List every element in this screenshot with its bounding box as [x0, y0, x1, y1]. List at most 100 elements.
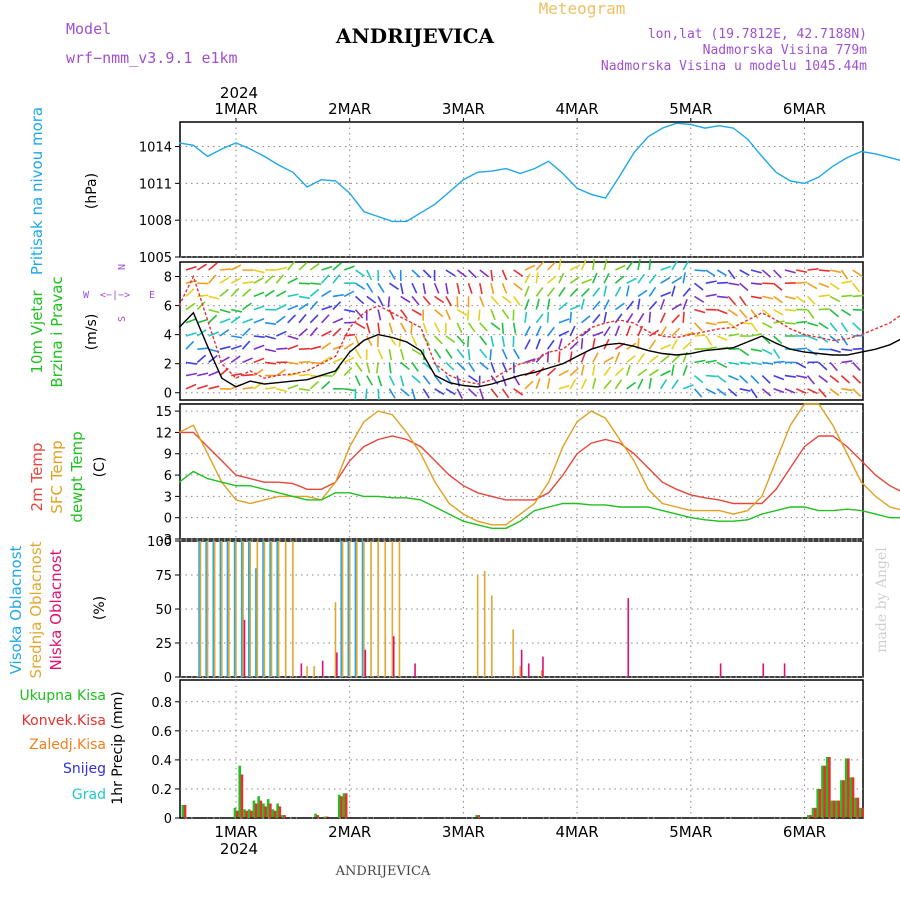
dewpt-label: dewpt Temp: [68, 431, 86, 522]
wind-arrow: [321, 380, 331, 390]
precip-total-bar: [238, 765, 242, 818]
precip-total-bar: [475, 815, 478, 818]
wind-arrow: [230, 264, 242, 271]
footer-station: ANDRIJEVICA: [335, 864, 431, 879]
wind-arrow: [377, 322, 381, 334]
wind-arrow: [547, 367, 557, 377]
wind-arrow: [287, 304, 299, 311]
wind-arrow: [197, 372, 209, 377]
wind-arrow: [580, 315, 591, 324]
y-tick-label: 75: [155, 569, 172, 584]
wind-arrow: [773, 308, 784, 316]
bottom-year-label: 2024: [220, 840, 258, 858]
precip-total-bar: [835, 800, 838, 818]
wind-arrow: [750, 388, 758, 399]
wind-arrow: [659, 326, 667, 337]
wind-arrow: [366, 375, 373, 386]
wind-arrow: [603, 356, 615, 364]
wind-arrow: [219, 288, 229, 298]
legend-ew-arrows: <−|−>: [100, 290, 130, 301]
coords-text: lon,lat (19.7812E, 42.7188N): [648, 27, 867, 42]
wind-arrow: [241, 327, 251, 337]
wind-arrow: [671, 303, 682, 311]
wind-arrow: [682, 365, 688, 376]
wind-arrow: [264, 386, 277, 390]
wind-arrow: [852, 375, 862, 384]
precip-total-bar: [262, 803, 265, 818]
precip-conv-bar: [823, 765, 826, 818]
wind-arrow: [400, 322, 407, 333]
wind-arrow: [648, 355, 659, 364]
wind-arrow: [445, 269, 456, 277]
wind-arrow: [818, 294, 830, 298]
wind-arrow: [535, 313, 544, 324]
y-tick-label: 0: [164, 387, 172, 402]
wind-arrow: [762, 295, 774, 300]
top-year-label: 2024: [220, 84, 258, 102]
wind-arrow: [852, 361, 861, 371]
wind-arrow: [558, 259, 562, 271]
bottom-day-label: 6MAR: [783, 823, 826, 841]
wind-arrow: [716, 308, 728, 315]
wind-arrow: [411, 269, 421, 279]
wind-arrow: [773, 388, 785, 394]
precip-total-bar: [271, 809, 275, 818]
wind-arrow: [479, 322, 488, 332]
wind-arrow: [806, 295, 816, 305]
wind-arrow: [241, 340, 251, 350]
wind-arrow: [264, 275, 274, 284]
wind-arrow: [682, 287, 691, 297]
wind-arrow: [739, 282, 749, 292]
wind-arrow: [501, 388, 510, 399]
wind-arrow: [399, 375, 405, 387]
wind-arrow: [298, 388, 311, 392]
wind-arrow: [660, 354, 670, 364]
wind-arrow: [705, 293, 717, 298]
pressure-label: Pritisak na nivou mora: [28, 107, 46, 275]
wind-arrow: [773, 282, 783, 291]
wind-arrow: [637, 259, 641, 271]
wind-arrow: [434, 335, 443, 345]
wind-arrow: [625, 285, 630, 297]
y-tick-label: 6: [164, 469, 172, 484]
top-day-label: 6MAR: [783, 100, 826, 118]
wind-arrow: [728, 374, 739, 381]
wind-arrow: [456, 296, 459, 308]
wind-arrow: [479, 335, 488, 346]
wind-arrow: [569, 351, 573, 363]
wind-arrow: [422, 388, 430, 399]
wind-arrow: [592, 313, 601, 324]
legend-east: E: [149, 290, 155, 301]
wind-arrow: [501, 348, 508, 360]
wind-arrow: [411, 348, 422, 356]
wind-arrow: [671, 314, 681, 324]
y-tick-label: 50: [155, 603, 172, 618]
wind-arrow: [603, 366, 612, 377]
wind-arrow: [343, 356, 355, 364]
wind-arrow: [829, 348, 841, 353]
wind-arrow: [841, 348, 853, 352]
wind-arrow: [489, 349, 492, 361]
wind-arrow: [456, 348, 465, 359]
wind-arrow: [694, 282, 704, 291]
wind-arrow: [524, 325, 531, 337]
wind-arrow: [309, 327, 318, 337]
precip-total-bar: [840, 780, 843, 818]
wind-arrow: [806, 309, 815, 319]
wind-arrow: [807, 348, 818, 356]
wind-arrow: [546, 339, 555, 350]
wind-arrow: [796, 347, 808, 350]
wind-arrow: [287, 314, 296, 324]
model-label: Model: [66, 20, 111, 38]
wind-arrow: [603, 285, 608, 297]
wind-arrow: [659, 312, 666, 324]
precip-panel: Ukupna Kisa Konvek.Kisa Zaledj.Kisa Snij…: [19, 679, 864, 827]
wind-arrow: [739, 388, 751, 392]
wind-arrow: [388, 322, 394, 334]
temp2m-label: 2m Temp: [28, 443, 46, 512]
wind-arrow: [524, 339, 531, 350]
wind-arrow: [705, 374, 717, 378]
wind-arrow: [411, 388, 416, 400]
wind-arrow: [535, 298, 540, 310]
precip-total-bar: [806, 815, 810, 818]
